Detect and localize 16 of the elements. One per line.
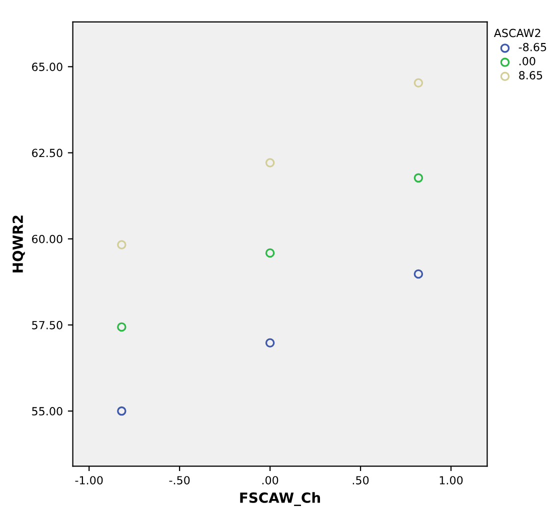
x-tick-label: .50 bbox=[352, 476, 369, 484]
y-axis-title: HQWR2 bbox=[12, 216, 25, 272]
y-tick-label: 65.00 bbox=[32, 62, 62, 72]
y-tick-label: 57.50 bbox=[32, 320, 62, 330]
x-tick-label: -.50 bbox=[169, 476, 190, 484]
legend-title: ASCAW2 bbox=[494, 28, 540, 38]
y-tick-label: 60.00 bbox=[32, 234, 62, 244]
x-tick-label: 1.00 bbox=[440, 476, 463, 484]
legend-label: -8.65 bbox=[518, 42, 546, 52]
x-tick-label: -1.00 bbox=[75, 476, 103, 484]
legend-label: .00 bbox=[520, 56, 536, 66]
y-tick-label: 55.00 bbox=[32, 407, 62, 416]
y-tick-label: 62.50 bbox=[32, 148, 62, 158]
x-axis-title: FSCAW_Ch bbox=[240, 492, 320, 506]
x-tick-label: .00 bbox=[262, 476, 278, 484]
legend-label: 8.65 bbox=[519, 71, 542, 80]
